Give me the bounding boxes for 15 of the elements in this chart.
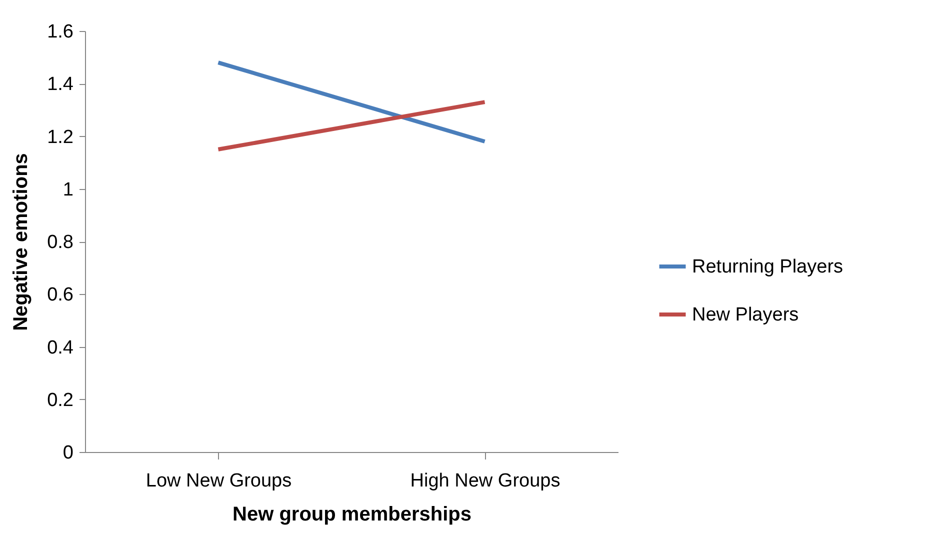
y-tick-label: 1.2 xyxy=(47,126,74,148)
legend-label: Returning Players xyxy=(692,256,844,278)
y-axis-title: Negative emotions xyxy=(10,153,32,331)
y-tick-label: 0 xyxy=(62,442,74,464)
x-tick-label: Low New Groups xyxy=(146,470,292,492)
legend-label: New Players xyxy=(692,304,799,326)
y-tick-label: 1.4 xyxy=(47,74,74,96)
y-tick-label: 0.8 xyxy=(47,232,74,253)
x-tick-label: High New Groups xyxy=(410,470,560,492)
y-tick-label: 0.4 xyxy=(47,337,74,358)
y-tick-label: 0.6 xyxy=(47,284,74,306)
y-tick-label: 0.2 xyxy=(47,390,74,411)
y-tick-label: 1.6 xyxy=(47,22,74,42)
y-tick-label: 1 xyxy=(62,179,74,200)
x-axis-title: New group memberships xyxy=(232,504,472,526)
